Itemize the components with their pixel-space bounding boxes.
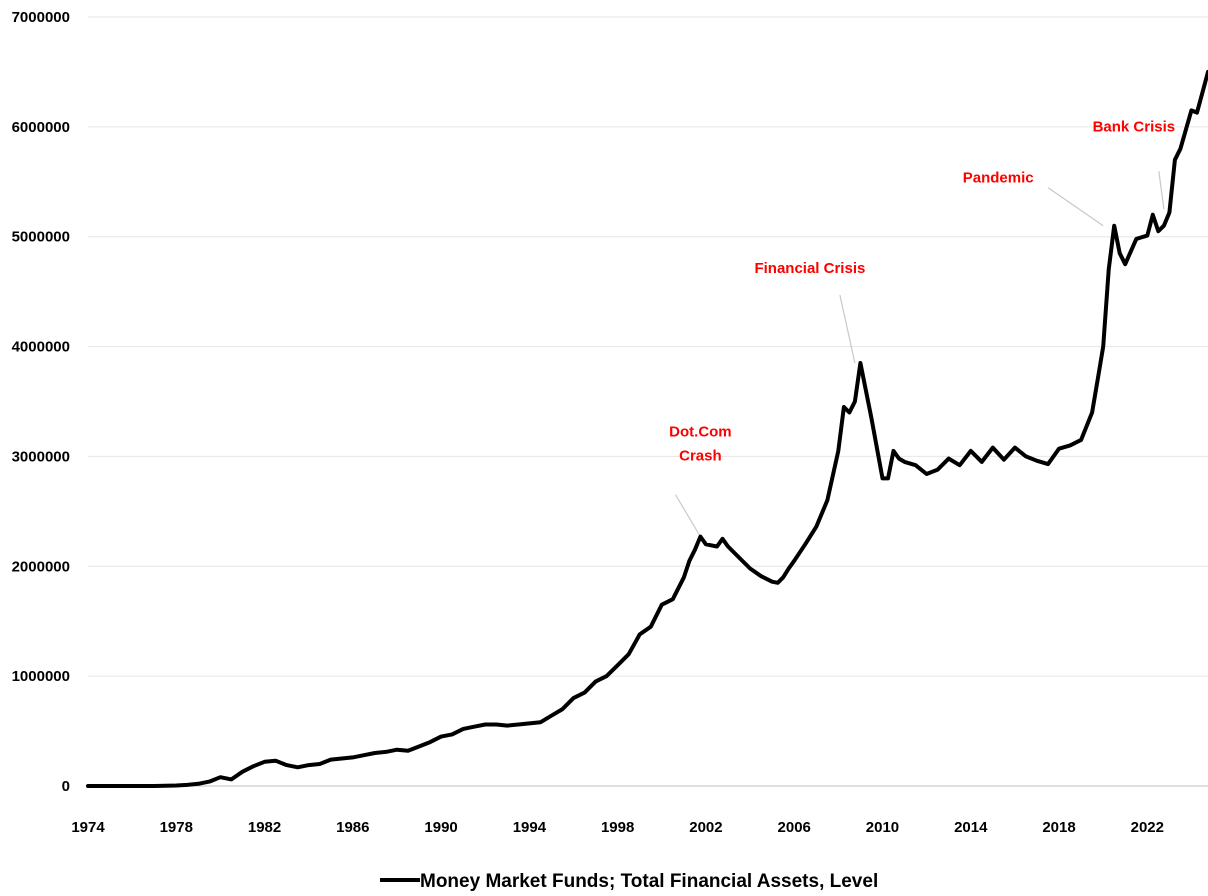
annotation-leader-line [1047, 187, 1104, 227]
y-tick-label: 7000000 [12, 9, 70, 26]
y-tick-label: 5000000 [12, 229, 70, 246]
y-tick-label: 1000000 [12, 668, 70, 685]
x-tick-label: 2018 [1042, 819, 1075, 836]
annotation-leader-line [674, 494, 701, 537]
annotation-label: Pandemic [963, 170, 1034, 187]
x-tick-label: 1978 [160, 819, 193, 836]
gridlines [88, 16, 1208, 677]
x-tick-label: 1998 [601, 819, 634, 836]
annotation-leader-lines [674, 171, 1165, 537]
x-tick-label: 2014 [954, 819, 988, 836]
x-tick-label: 1982 [248, 819, 281, 836]
legend: Money Market Funds; Total Financial Asse… [380, 871, 878, 892]
x-tick-label: 2022 [1131, 819, 1164, 836]
x-tick-label: 2002 [689, 819, 722, 836]
annotation-label: Crash [679, 448, 722, 465]
x-tick-label: 2006 [778, 819, 811, 836]
series-line-money-market-funds [86, 69, 1208, 788]
y-tick-label: 3000000 [12, 448, 70, 465]
x-axis-tick-labels: 1974 1978 1982 1986 1990 1994 1998 2002 2006 2010… [71, 819, 1164, 836]
annotation-label: Bank Crisis [1093, 118, 1176, 135]
x-tick-label: 1990 [424, 819, 457, 836]
x-tick-label: 1974 [71, 819, 105, 836]
x-tick-label: 1994 [513, 819, 547, 836]
legend-label: Money Market Funds; Total Financial Asse… [420, 871, 878, 892]
annotations: Dot.Com Crash Financial Crisis Pandemic Bank… [669, 118, 1175, 464]
annotation-leader-line [839, 294, 856, 364]
y-tick-label: 0 [62, 778, 70, 795]
y-tick-label: 6000000 [12, 119, 70, 136]
y-tick-label: 4000000 [12, 339, 70, 356]
y-tick-label: 2000000 [12, 558, 70, 575]
y-axis-tick-labels: 0 1000000 2000000 3000000 4000000 5000000 6000… [12, 9, 70, 795]
x-tick-label: 2010 [866, 819, 899, 836]
annotation-label: Financial Crisis [754, 260, 865, 277]
annotation-leader-line [1158, 171, 1165, 210]
annotation-label: Dot.Com [669, 424, 732, 441]
x-tick-label: 1986 [336, 819, 369, 836]
